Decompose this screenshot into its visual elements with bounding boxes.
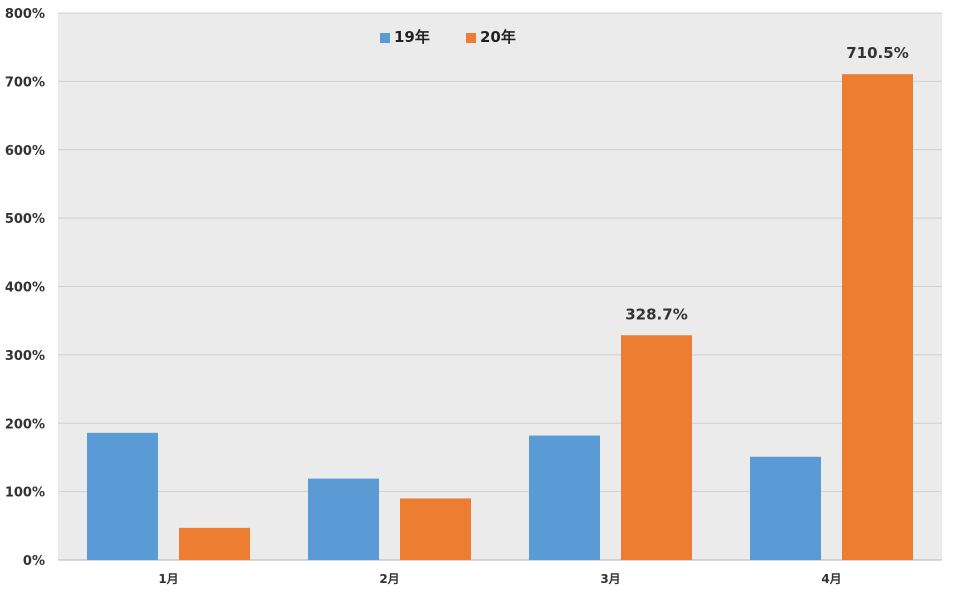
bar: [529, 435, 600, 560]
y-tick-label: 300%: [5, 349, 45, 364]
x-axis-categories: 1月 2月 3月 4月: [158, 572, 841, 586]
y-axis-ticks: 0% 100% 200% 300% 400% 500% 600% 700% 800%: [5, 7, 45, 569]
x-category-label: 2月: [379, 572, 399, 586]
legend: 19年 20年: [380, 28, 516, 46]
bar: [621, 335, 692, 560]
y-tick-label: 500%: [5, 212, 45, 227]
y-tick-label: 400%: [5, 281, 45, 296]
data-labels: 328.7% 710.5%: [625, 44, 908, 323]
y-tick-label: 700%: [5, 75, 45, 90]
y-tick-label: 800%: [5, 7, 45, 22]
bar: [842, 74, 913, 561]
x-category-label: 1月: [158, 572, 178, 586]
legend-swatch: [380, 33, 390, 43]
legend-label: 20年: [480, 28, 516, 46]
x-category-label: 3月: [600, 572, 620, 586]
legend-label: 19年: [394, 28, 430, 46]
y-tick-label: 200%: [5, 417, 45, 432]
y-tick-label: 100%: [5, 486, 45, 501]
x-category-label: 4月: [821, 572, 841, 586]
bar: [179, 527, 250, 560]
bar: [400, 498, 471, 560]
bar: [308, 478, 379, 560]
data-label: 328.7%: [625, 305, 687, 323]
bars: [87, 74, 913, 561]
y-tick-label: 600%: [5, 144, 45, 159]
bar: [87, 432, 158, 560]
y-tick-label: 0%: [23, 554, 45, 569]
legend-swatch: [466, 33, 476, 43]
data-label: 710.5%: [846, 44, 908, 62]
bar: [750, 456, 821, 560]
